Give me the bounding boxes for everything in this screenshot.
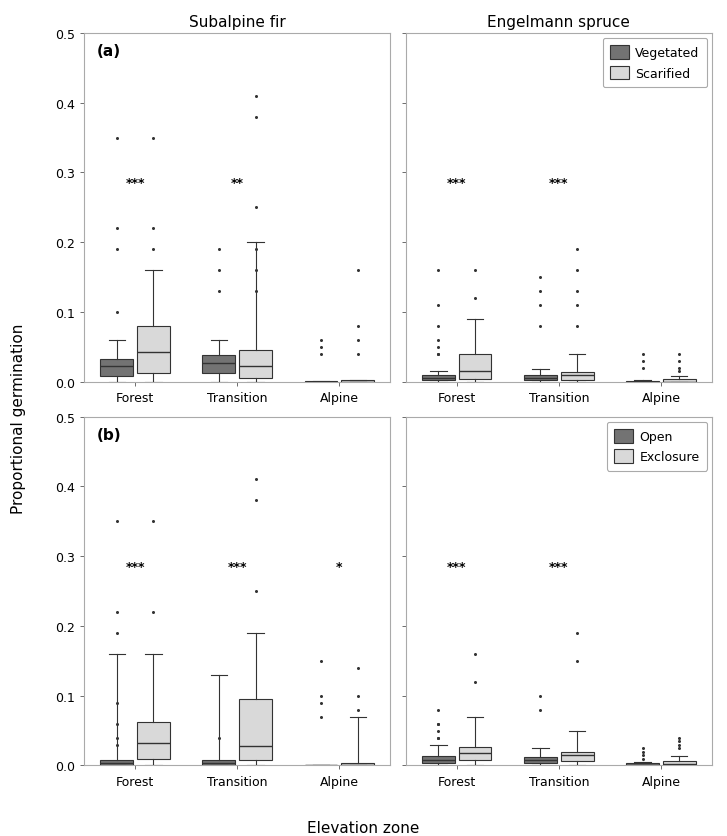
Text: *: * <box>336 560 342 573</box>
PathPatch shape <box>239 700 272 760</box>
PathPatch shape <box>342 381 374 382</box>
PathPatch shape <box>202 760 235 765</box>
PathPatch shape <box>459 747 491 760</box>
PathPatch shape <box>239 350 272 378</box>
PathPatch shape <box>663 761 696 766</box>
Text: ***: *** <box>125 177 145 191</box>
Text: ***: *** <box>549 560 569 573</box>
Text: **: ** <box>230 177 244 191</box>
Legend: Vegetated, Scarified: Vegetated, Scarified <box>603 39 707 88</box>
Title: Subalpine fir: Subalpine fir <box>189 15 286 30</box>
Text: ***: *** <box>125 560 145 573</box>
PathPatch shape <box>202 356 235 374</box>
PathPatch shape <box>524 757 557 762</box>
PathPatch shape <box>137 722 170 758</box>
PathPatch shape <box>137 327 170 374</box>
Text: ***: *** <box>549 177 569 191</box>
PathPatch shape <box>561 752 593 761</box>
Text: ***: *** <box>447 560 467 573</box>
Text: (b): (b) <box>96 427 121 442</box>
Text: Elevation zone: Elevation zone <box>308 820 419 835</box>
PathPatch shape <box>422 756 454 762</box>
Title: Engelmann spruce: Engelmann spruce <box>487 15 630 30</box>
PathPatch shape <box>422 375 454 381</box>
PathPatch shape <box>524 375 557 381</box>
PathPatch shape <box>459 354 491 380</box>
Text: Proportional germination: Proportional germination <box>11 323 25 513</box>
Text: (a): (a) <box>96 44 121 59</box>
PathPatch shape <box>561 373 593 380</box>
PathPatch shape <box>626 763 659 766</box>
Legend: Open, Exclosure: Open, Exclosure <box>607 422 707 472</box>
PathPatch shape <box>342 762 374 766</box>
Text: ***: *** <box>447 177 467 191</box>
PathPatch shape <box>663 380 696 382</box>
PathPatch shape <box>100 360 133 377</box>
Text: ***: *** <box>228 560 247 573</box>
PathPatch shape <box>100 760 133 765</box>
